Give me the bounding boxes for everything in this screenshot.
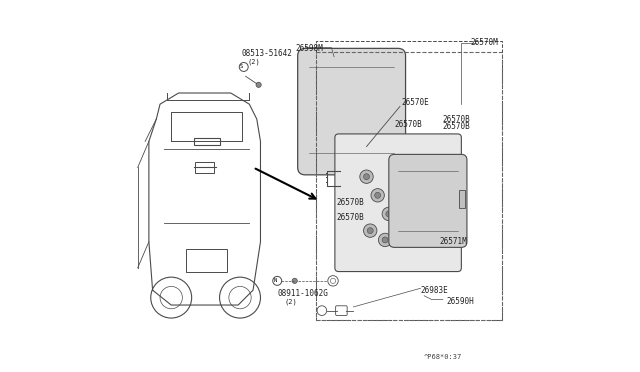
Text: 26570B: 26570B xyxy=(337,198,365,207)
Circle shape xyxy=(364,224,377,237)
Text: 26590H: 26590H xyxy=(447,297,474,306)
FancyBboxPatch shape xyxy=(298,48,406,175)
Text: S: S xyxy=(240,64,243,70)
Text: (2): (2) xyxy=(285,298,298,305)
Text: 26570B: 26570B xyxy=(337,213,365,222)
Circle shape xyxy=(371,189,385,202)
Circle shape xyxy=(382,237,388,243)
Circle shape xyxy=(382,207,396,221)
FancyBboxPatch shape xyxy=(335,134,461,272)
Circle shape xyxy=(367,228,373,234)
Circle shape xyxy=(374,192,381,198)
Bar xyxy=(186,249,227,272)
Bar xyxy=(460,190,465,208)
Text: 08911-1062G: 08911-1062G xyxy=(277,289,328,298)
Bar xyxy=(316,41,502,320)
Text: 26570B: 26570B xyxy=(443,122,470,131)
FancyBboxPatch shape xyxy=(389,154,467,247)
Text: 26571M: 26571M xyxy=(439,237,467,246)
Text: 26570M: 26570M xyxy=(470,38,499,47)
Text: 26570B: 26570B xyxy=(443,115,470,124)
Circle shape xyxy=(360,170,373,183)
Circle shape xyxy=(292,278,298,283)
Circle shape xyxy=(256,82,261,87)
Text: 26570B: 26570B xyxy=(394,120,422,129)
Text: (2): (2) xyxy=(248,58,260,65)
Text: 26983E: 26983E xyxy=(420,286,448,295)
Text: 08513-51642: 08513-51642 xyxy=(242,49,292,58)
Text: N: N xyxy=(273,278,276,283)
Circle shape xyxy=(386,211,392,217)
Text: 26598M: 26598M xyxy=(296,44,324,53)
Text: 26570E: 26570E xyxy=(402,98,429,107)
Bar xyxy=(195,162,214,173)
Bar xyxy=(316,52,502,320)
Bar xyxy=(193,138,220,145)
Text: ^P68*0:37: ^P68*0:37 xyxy=(424,354,463,360)
Circle shape xyxy=(364,174,369,180)
Circle shape xyxy=(378,233,392,247)
